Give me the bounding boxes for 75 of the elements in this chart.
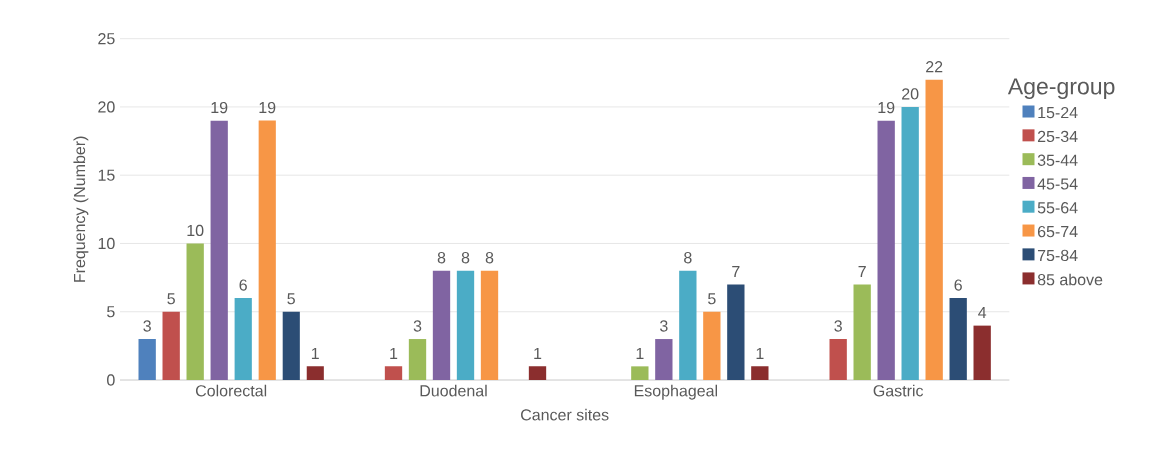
bar — [901, 106, 919, 380]
data-label: 8 — [461, 252, 470, 264]
bar — [138, 339, 156, 380]
data-label: 1 — [636, 347, 644, 359]
data-label: 1 — [534, 347, 542, 359]
bar — [949, 298, 967, 380]
bar — [432, 270, 451, 380]
data-label: 8 — [684, 252, 692, 264]
bar — [282, 311, 300, 380]
bar — [925, 79, 943, 380]
bar — [853, 284, 871, 380]
data-label: 3 — [413, 320, 422, 332]
bar — [877, 120, 895, 380]
y-tick-label: 20 — [98, 101, 115, 113]
data-label: 19 — [211, 101, 228, 114]
legend-label: 85 above — [1037, 273, 1103, 286]
legend-label: 15-24 — [1038, 106, 1078, 119]
bar — [829, 339, 847, 380]
bar — [162, 311, 180, 380]
bar — [727, 284, 745, 380]
bar — [456, 270, 475, 380]
data-label: 3 — [660, 320, 668, 332]
y-tick-label: 25 — [98, 33, 115, 45]
data-label: 5 — [287, 293, 295, 305]
y-tick-label: 5 — [107, 306, 115, 318]
data-label: 5 — [708, 293, 716, 305]
y-tick-label: 10 — [98, 237, 115, 250]
bar — [528, 366, 547, 380]
bar — [384, 366, 403, 380]
data-label: 10 — [187, 224, 204, 237]
y-axis-title: Frequency (Number) — [73, 136, 89, 282]
data-label: 6 — [239, 279, 247, 291]
data-label: 7 — [732, 266, 740, 278]
bar — [234, 298, 252, 380]
bar — [679, 270, 697, 380]
data-label: 1 — [756, 347, 764, 359]
data-label: 22 — [926, 61, 943, 73]
data-label: 3 — [143, 320, 151, 332]
bar — [306, 366, 324, 380]
data-label: 1 — [390, 347, 398, 359]
data-label: 4 — [978, 307, 987, 319]
data-label: 1 — [311, 347, 319, 359]
x-tick-label: Gastric — [873, 384, 924, 397]
x-tick-label: Colorectal — [195, 384, 267, 397]
data-label: 19 — [259, 101, 276, 114]
bar — [703, 311, 721, 380]
bar — [973, 325, 991, 380]
data-label: 8 — [485, 252, 494, 264]
bar — [631, 366, 649, 380]
data-label: 8 — [437, 252, 446, 264]
legend-label: 75-84 — [1037, 249, 1078, 262]
y-tick-label: 15 — [98, 169, 115, 181]
data-label: 6 — [954, 279, 962, 291]
legend-label: 55-64 — [1037, 202, 1078, 214]
legend-label: 35-44 — [1037, 154, 1078, 166]
bar — [655, 339, 673, 380]
legend-label: 25-34 — [1037, 130, 1078, 143]
bar — [210, 120, 228, 380]
bar — [751, 366, 769, 380]
x-tick-label: Duodenal — [420, 384, 487, 397]
bar — [480, 270, 499, 380]
data-label: 5 — [167, 293, 175, 305]
bar — [186, 243, 204, 380]
x-tick-label: Esophageal — [634, 384, 718, 400]
data-label: 3 — [834, 320, 842, 332]
legend-label: 45-54 — [1037, 178, 1078, 190]
legend-title: Age-group — [1007, 78, 1115, 100]
legend-label: 65-74 — [1037, 225, 1078, 238]
x-axis-title: Cancer sites — [521, 408, 609, 421]
bar — [408, 339, 427, 380]
data-label: 7 — [858, 266, 866, 278]
bar — [258, 120, 276, 380]
data-label: 19 — [878, 101, 895, 114]
data-label: 20 — [902, 88, 919, 100]
y-tick-label: 0 — [107, 374, 115, 386]
